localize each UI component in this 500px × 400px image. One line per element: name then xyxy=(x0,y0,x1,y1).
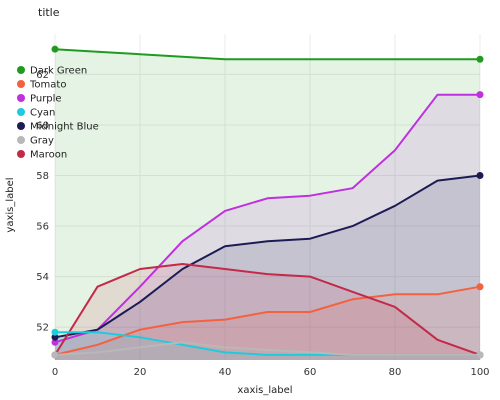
y-tick-label: 60 xyxy=(36,120,49,131)
legend-label-dark-green: Dark Green xyxy=(30,66,87,77)
legend-marker-cyan xyxy=(17,108,25,116)
x-tick-label: 80 xyxy=(389,367,402,378)
legend-label-maroon: Maroon xyxy=(30,150,67,161)
point-tomato xyxy=(476,283,484,291)
legend-marker-dark-green xyxy=(17,66,25,74)
y-tick-label: 62 xyxy=(36,70,49,81)
point-dark-green xyxy=(51,45,59,53)
y-tick-label: 54 xyxy=(36,272,49,283)
area-midnight-blue xyxy=(55,175,480,360)
point-gray xyxy=(51,351,59,359)
legend-label-purple: Purple xyxy=(30,94,62,105)
chart-title: title xyxy=(38,6,60,19)
line-dark-green xyxy=(54,48,480,61)
grid xyxy=(54,34,481,360)
y-axis-label: yaxis_label xyxy=(5,177,16,232)
series-markers xyxy=(51,45,484,359)
y-tick-label: 52 xyxy=(36,323,49,334)
legend-marker-maroon xyxy=(17,150,25,158)
line-purple xyxy=(54,93,480,344)
point-cyan xyxy=(51,328,59,336)
y-tick-label: 58 xyxy=(36,171,49,182)
point-midnight-blue xyxy=(476,172,484,180)
x-tick-label: 0 xyxy=(52,367,58,378)
legend: Dark Green Tomato Purple Cyan Midnight Blue G… xyxy=(17,66,99,161)
legend-label-gray: Gray xyxy=(30,136,54,147)
point-purple xyxy=(51,338,59,346)
y-tick-labels: 52 54 56 58 60 62 xyxy=(36,70,49,334)
legend-label-tomato: Tomato xyxy=(29,80,66,91)
point-dark-green xyxy=(476,55,484,63)
x-tick-label: 60 xyxy=(304,367,317,378)
x-tick-label: 100 xyxy=(470,367,489,378)
series-areas xyxy=(55,49,480,360)
legend-marker-tomato xyxy=(17,80,25,88)
x-tick-label: 20 xyxy=(134,367,147,378)
point-gray xyxy=(476,351,484,359)
x-tick-label: 40 xyxy=(219,367,232,378)
x-tick-labels: 0 20 40 60 80 100 xyxy=(52,367,490,378)
series-lines xyxy=(54,48,481,356)
line-midnight-blue xyxy=(54,174,481,339)
point-midnight-blue xyxy=(51,333,59,341)
x-axis-label: xaxis_label xyxy=(237,385,292,396)
line-gray xyxy=(54,341,480,356)
point-purple xyxy=(476,91,484,99)
y-tick-label: 56 xyxy=(36,222,49,233)
area-dark-green xyxy=(55,49,480,360)
legend-marker-midnight-blue xyxy=(17,122,25,130)
area-purple xyxy=(55,94,480,360)
legend-marker-gray xyxy=(17,136,25,144)
legend-label-cyan: Cyan xyxy=(30,108,55,119)
area-cyan xyxy=(55,332,480,360)
legend-label-midnight-blue: Midnight Blue xyxy=(30,122,99,133)
line-maroon xyxy=(54,263,481,356)
legend-marker-purple xyxy=(17,94,25,102)
